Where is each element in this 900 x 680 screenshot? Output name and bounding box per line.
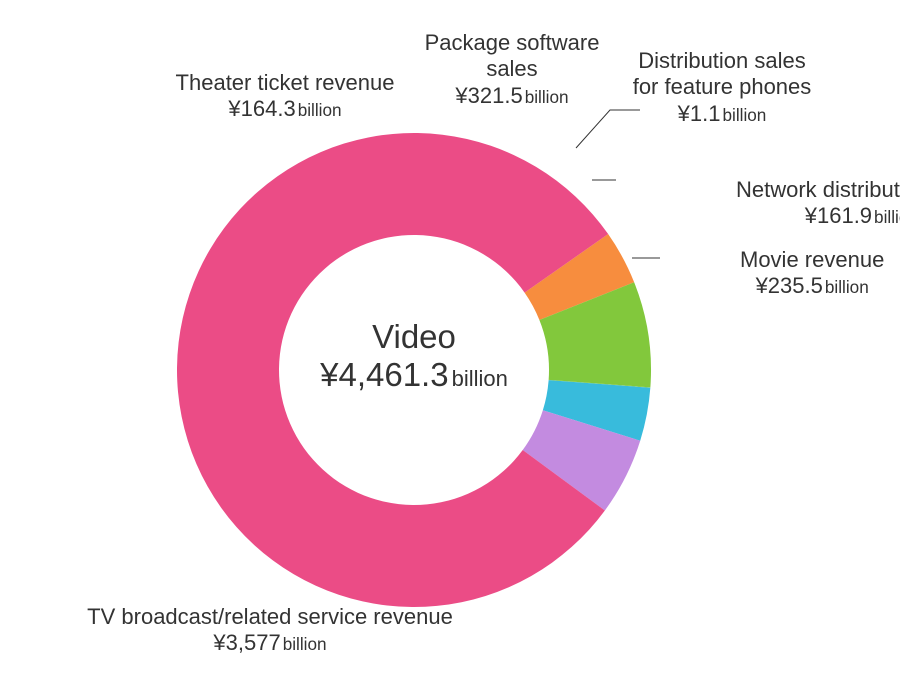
label-theater-name: Theater ticket revenue [176,70,395,96]
label-feature: Distribution salesfor feature phones¥1.1… [633,48,812,127]
label-tv-name: TV broadcast/related service revenue [87,604,453,630]
label-package: Package softwaresales¥321.5billion [425,30,600,109]
label-tv-unit: billion [283,634,327,654]
label-movie-name: Movie revenue [740,247,884,273]
center-title: Video [372,318,456,355]
label-theater: Theater ticket revenue¥164.3billion [176,70,395,123]
label-network: Network distribution sales¥161.9billion [736,177,900,230]
label-movie: Movie revenue¥235.5billion [740,247,884,300]
donut-chart: Video ¥4,461.3billion Theater ticket rev… [0,0,900,680]
label-feature-value: ¥1.1billion [633,101,812,127]
label-network-value: ¥161.9billion [736,203,900,229]
donut-center-label: Video ¥4,461.3billion [320,318,508,394]
label-network-name: Network distribution sales [736,177,900,203]
label-tv-value: ¥3,577billion [87,630,453,656]
label-feature-name-1: for feature phones [633,74,812,100]
leader-feature [576,110,640,148]
label-theater-value: ¥164.3billion [176,96,395,122]
center-unit: billion [452,366,508,391]
label-theater-unit: billion [298,100,342,120]
label-package-unit: billion [525,87,569,107]
label-feature-unit: billion [722,105,766,125]
label-package-name-1: sales [425,56,600,82]
label-movie-value: ¥235.5billion [740,273,884,299]
label-movie-unit: billion [825,277,869,297]
label-package-name-0: Package software [425,30,600,56]
label-package-value: ¥321.5billion [425,83,600,109]
label-feature-name-0: Distribution sales [633,48,812,74]
label-network-unit: billion [874,207,900,227]
label-tv: TV broadcast/related service revenue¥3,5… [87,604,453,657]
center-value: ¥4,461.3 [320,356,448,393]
